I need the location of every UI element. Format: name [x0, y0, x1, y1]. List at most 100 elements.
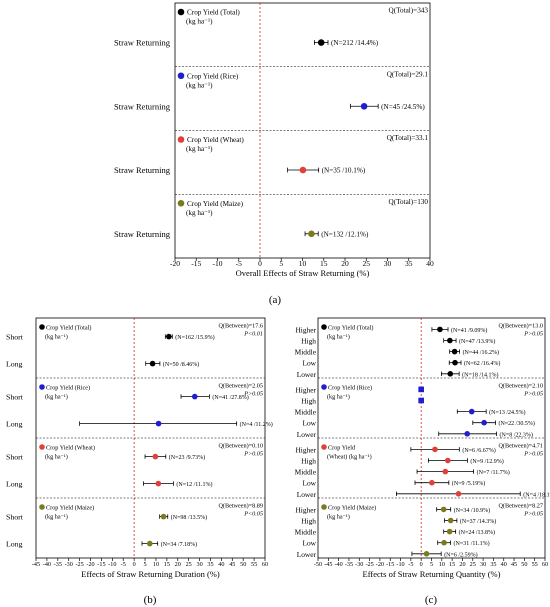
data-label: (N=22 /30.5%)	[498, 420, 534, 427]
data-point	[446, 528, 453, 535]
x-tick-label: -10	[396, 561, 404, 568]
data-label: (N=13 /24.5%)	[489, 409, 525, 416]
group-2: Crop Yield (Wheat) (kg ha⁻¹) Q(Between)=4.…	[295, 437, 550, 499]
data-row: High	[301, 397, 424, 406]
x-tick-label: -15	[191, 259, 201, 268]
group-p-value: P>0.05	[243, 451, 263, 458]
row-label: Low	[302, 539, 316, 548]
x-tick-label: -20	[170, 259, 180, 268]
group-unit: (kg ha⁻¹)	[45, 514, 68, 521]
group-p-value: P<0.01	[243, 331, 263, 338]
row-label: Higher	[295, 505, 316, 514]
legend-marker-icon	[39, 384, 45, 390]
group-statistic: Q(Total)=29.1	[387, 70, 429, 78]
group-statistic: Q(Between)=13.0	[498, 323, 543, 330]
group-statistic: Q(Between)=2.05	[218, 383, 263, 390]
data-label: (N=6 /2.59%)	[444, 551, 477, 558]
panel-label: (c)	[425, 594, 438, 606]
x-axis-label: Effects of Straw Returning Duration (%)	[81, 569, 220, 579]
data-row: Straw Returning (N=212 /14.4%)	[114, 38, 379, 48]
data-point	[191, 393, 198, 400]
data-row: Long (N=34 /7.18%)	[6, 540, 197, 549]
x-tick-label: 15	[164, 561, 170, 568]
data-row: Lower (N=18 /14.1%)	[297, 370, 499, 379]
group-0: Crop Yield (Total)(kg ha⁻¹) Q(Total)=343 S…	[114, 7, 428, 48]
group-1: Crop Yield (Rice) (kg ha⁻¹) Q(Between)=2.0…	[6, 377, 273, 429]
data-label: (N=23 /9.73%)	[169, 454, 205, 461]
row-label: Straw Returning	[114, 38, 171, 48]
legend-marker-icon	[321, 504, 327, 510]
x-tick-label: -35	[345, 561, 353, 568]
group-title-line2: (Wheat) (kg ha⁻¹)	[327, 454, 372, 461]
x-tick-label: 60	[262, 561, 268, 568]
group-1: Crop Yield (Rice)(kg ha⁻¹) Q(Total)=29.1 S…	[114, 66, 430, 111]
data-row: Middle (N=24 /13.8%)	[295, 528, 495, 537]
x-tick-label: -40	[43, 561, 51, 568]
group-p-value: P>0.05	[523, 451, 543, 458]
group-p-value: P>0.05	[243, 391, 263, 398]
legend-marker-icon	[39, 504, 45, 510]
row-label: Straw Returning	[114, 165, 171, 175]
row-label: Higher	[295, 445, 316, 454]
x-tick-label: 20	[341, 259, 349, 268]
data-label: (N=44 /16.2%)	[463, 349, 499, 356]
row-label: Low	[302, 479, 316, 488]
x-tick-label: -10	[108, 561, 116, 568]
row-label: Straw Returning	[114, 101, 171, 111]
x-tick-label: 40	[218, 561, 224, 568]
x-tick-label: 15	[320, 259, 328, 268]
legend-marker-icon	[321, 324, 327, 330]
row-label: Middle	[295, 528, 317, 537]
row-label: High	[301, 397, 316, 406]
x-tick-label: 5	[279, 259, 283, 268]
data-row: Short (N=98 /13.5%)	[6, 513, 207, 522]
data-label: (N=7 /11.7%)	[477, 469, 510, 476]
data-row: Lower (N=4 /18.1%)	[297, 490, 550, 499]
group-1: Crop Yield (Rice) (kg ha⁻¹) Q(Between)=2.1…	[295, 377, 545, 439]
x-tick-label: 10	[439, 561, 445, 568]
x-tick-label: -10	[213, 259, 223, 268]
data-label: (N=4 /18.1%)	[523, 491, 550, 498]
panel-1: -45 -40 -35 -30 -25 -20 -15 -10 -5 0 5 10 15 20 25 30 35…	[6, 317, 273, 606]
data-row: Lower (N=6 /2.59%)	[297, 550, 478, 559]
row-label: Short	[6, 333, 24, 342]
x-tick-label: -15	[386, 561, 394, 568]
group-unit: (kg ha⁻¹)	[186, 209, 213, 217]
row-label: Lower	[297, 550, 317, 559]
group-statistic: Q(Total)=33.1	[387, 134, 429, 142]
group-title: Crop Yield (Total)	[187, 9, 240, 17]
x-tick-label: -15	[97, 561, 105, 568]
data-row: Higher (N=34 /10.9%)	[295, 505, 490, 514]
x-tick-label: -20	[86, 561, 94, 568]
legend-marker-icon	[177, 136, 185, 143]
x-tick-label: -5	[121, 561, 126, 568]
data-label: (N=132 /12.1%)	[321, 230, 369, 238]
data-point	[447, 517, 454, 524]
group-title: Crop Yield (Rice)	[187, 72, 239, 80]
data-label: (N=47 /13.9%)	[459, 338, 495, 345]
group-statistic: Q(Between)=0.10	[218, 443, 263, 450]
row-label: Lower	[297, 370, 317, 379]
row-label: Middle	[295, 408, 317, 417]
group-unit: (kg ha⁻¹)	[45, 394, 68, 401]
legend-marker-icon	[321, 384, 327, 390]
data-label: (N=31 /11.1%)	[453, 540, 489, 547]
data-point	[437, 326, 443, 333]
row-label: Short	[6, 393, 24, 402]
x-tick-label: 25	[186, 561, 192, 568]
x-tick-label: 10	[299, 259, 307, 268]
x-tick-label: 30	[480, 561, 486, 568]
panel-label: (b)	[144, 594, 157, 606]
data-label: (N=41 /9.09%)	[451, 327, 487, 334]
data-row: Straw Returning (N=132 /12.1%)	[114, 229, 369, 239]
x-tick-label: 50	[240, 561, 246, 568]
x-tick-label: -50	[314, 561, 322, 568]
x-tick-label: 5	[144, 561, 147, 568]
row-label: Long	[6, 360, 23, 369]
group-unit: (kg ha⁻¹)	[186, 145, 213, 153]
group-statistic: Q(Between)=8.89	[218, 503, 263, 510]
row-label: High	[301, 517, 316, 526]
data-label: (N=34 /10.9%)	[454, 507, 490, 514]
x-tick-label: 40	[426, 259, 434, 268]
